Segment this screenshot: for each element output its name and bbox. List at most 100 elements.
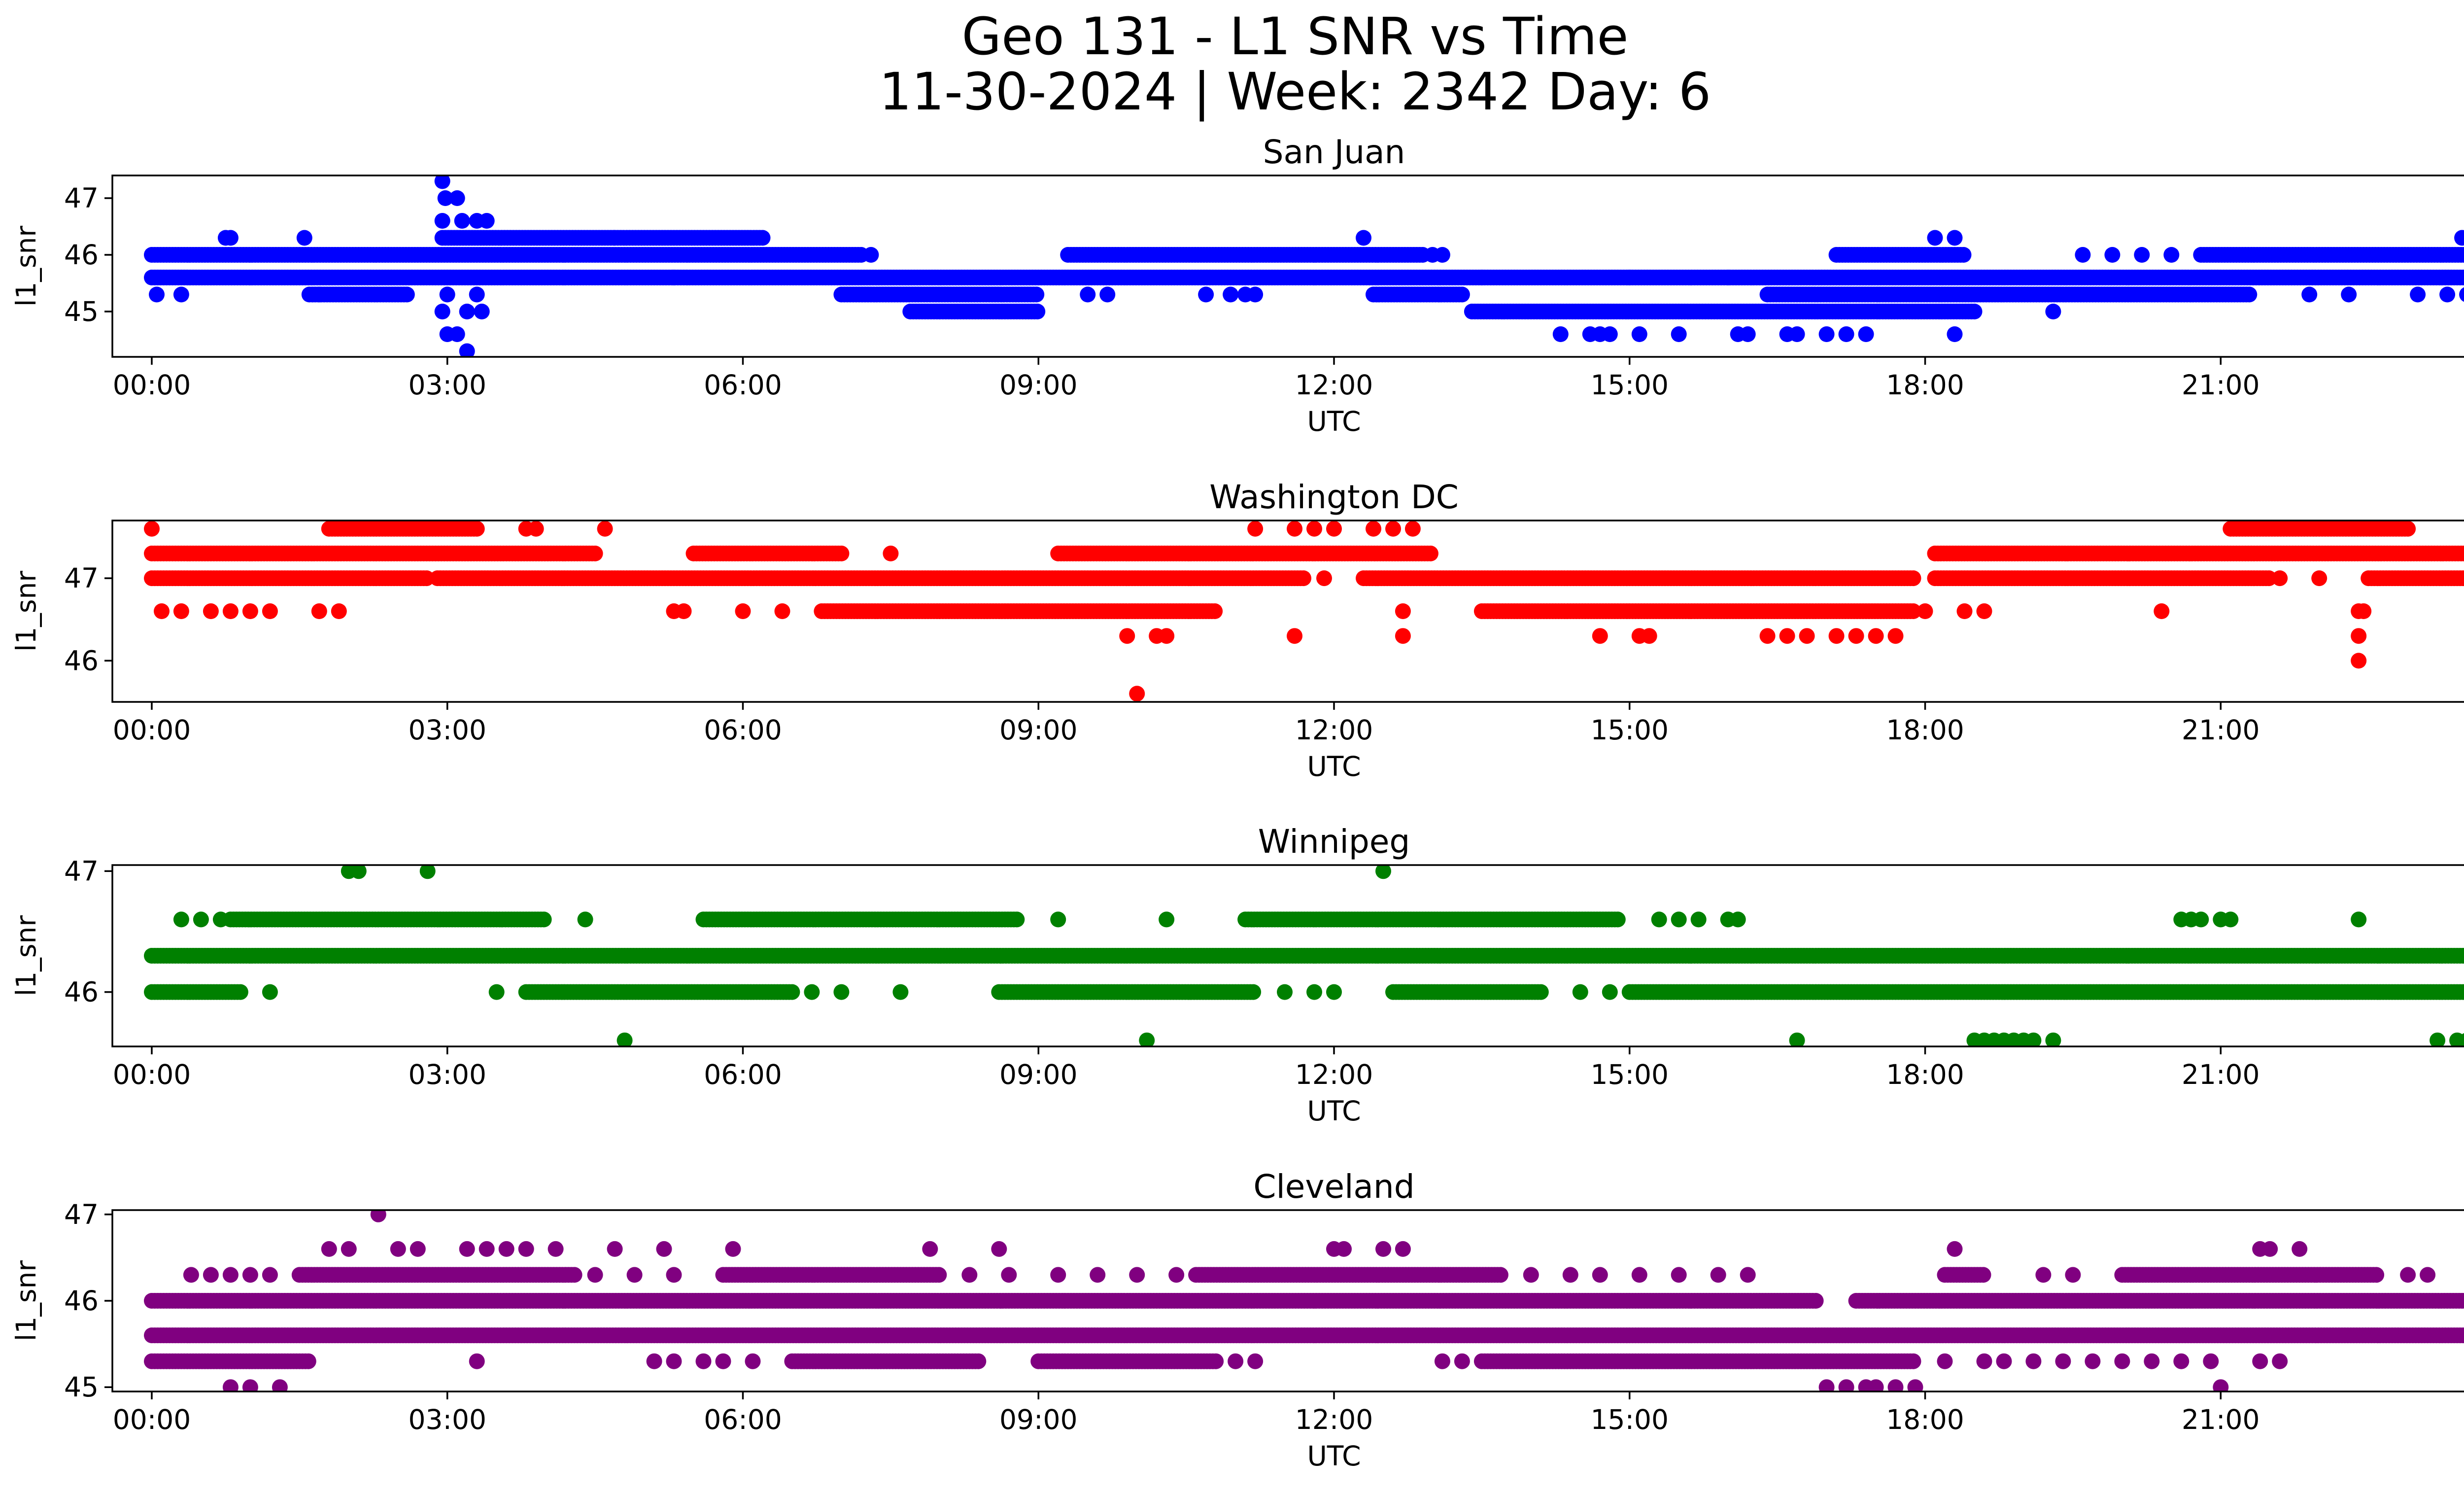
data-point	[1028, 286, 1045, 303]
data-point	[459, 304, 475, 319]
data-point	[676, 603, 692, 619]
x-tick-label-06-00: 06:00	[704, 714, 782, 746]
data-point	[2462, 548, 2464, 559]
data-point	[1947, 326, 1963, 342]
x-tick-label-00-00: 00:00	[113, 714, 191, 746]
data-point	[1976, 603, 1992, 619]
data-point	[666, 270, 682, 285]
y-tick-label-47: 47	[64, 562, 99, 594]
figure-title-line1: Geo 131 - L1 SNR vs Time	[961, 6, 1628, 67]
data-point	[1720, 270, 1736, 285]
data-point	[1759, 628, 1776, 644]
data-point	[2459, 247, 2464, 262]
x-tick-label-03-00: 03:00	[408, 369, 486, 401]
data-point	[1858, 326, 1874, 342]
data-point	[1779, 628, 1795, 644]
figure-title-line2: 11-30-2024 | Week: 2342 Day: 6	[879, 62, 1711, 122]
data-point	[2462, 249, 2464, 260]
data-point	[1287, 521, 1302, 537]
data-point	[474, 304, 490, 319]
x-tick-label-15-00: 15:00	[1591, 369, 1669, 401]
data-point	[222, 603, 239, 619]
data-point	[784, 984, 800, 1000]
data-point	[1424, 247, 1440, 263]
data-point	[449, 326, 465, 342]
data-point	[2311, 570, 2327, 587]
subplot-title: Winnipeg	[1258, 823, 1410, 861]
data-point	[1099, 286, 1116, 303]
data-point	[1356, 230, 1371, 246]
data-point	[1395, 603, 1411, 619]
y-tick-label-46: 46	[64, 239, 99, 271]
data-point	[434, 304, 450, 319]
subplot-title: Washington DC	[1209, 478, 1459, 516]
x-tick-label-18-00: 18:00	[1886, 369, 1964, 401]
data-point	[1905, 570, 1921, 587]
data-point	[1247, 286, 1264, 303]
data-point	[296, 230, 312, 246]
data-point	[2341, 286, 2357, 303]
data-point	[469, 521, 485, 537]
x-tick-label-21-00: 21:00	[2182, 369, 2260, 401]
data-point	[434, 213, 450, 229]
data-point	[1385, 521, 1401, 537]
data-point	[1029, 304, 1046, 319]
data-point	[2461, 271, 2464, 284]
data-point	[449, 190, 465, 206]
data-point	[1671, 326, 1687, 342]
x-tick-label-18-00: 18:00	[1886, 714, 1964, 746]
data-point	[331, 603, 347, 619]
data-point	[2154, 603, 2170, 619]
data-point	[1404, 521, 1421, 537]
data-point	[1366, 521, 1381, 537]
subplot-title: San Juan	[1263, 133, 1405, 171]
data-point	[2301, 286, 2318, 303]
data-point	[2410, 286, 2426, 303]
data-point	[774, 603, 790, 619]
data-point	[2104, 247, 2121, 263]
data-point	[883, 545, 899, 561]
data-point	[203, 603, 219, 619]
data-point	[154, 603, 170, 619]
data-point	[1245, 984, 1262, 1000]
data-point	[1592, 628, 1608, 644]
x-tick-label-21-00: 21:00	[2182, 714, 2260, 746]
data-point	[2045, 304, 2061, 319]
x-tick-label-09-00: 09:00	[999, 714, 1078, 746]
data-point	[222, 230, 239, 246]
data-point	[1159, 628, 1175, 644]
data-point	[1789, 326, 1805, 342]
data-point	[1296, 570, 1311, 587]
data-point	[2400, 521, 2416, 537]
x-tick-label-12-00: 12:00	[1295, 714, 1373, 746]
data-point	[2461, 572, 2464, 585]
data-point	[439, 286, 455, 303]
scatter-points	[144, 865, 2464, 1046]
data-point	[2241, 286, 2258, 303]
x-tick-label-09-00: 09:00	[999, 369, 1078, 401]
scatter-points	[144, 175, 2464, 357]
data-point	[1602, 326, 1618, 342]
data-point	[2261, 570, 2277, 587]
data-point	[1905, 603, 1921, 619]
data-point	[144, 521, 160, 537]
data-point	[311, 603, 327, 619]
data-point	[1955, 247, 1972, 263]
x-tick-label-00-00: 00:00	[113, 369, 191, 401]
x-tick-label-12-00: 12:00	[1295, 369, 1373, 401]
data-point	[1422, 545, 1438, 561]
data-point	[1887, 628, 1904, 644]
y-tick-label-46: 46	[64, 645, 99, 676]
data-point	[1552, 326, 1569, 342]
data-point	[1828, 628, 1845, 644]
data-point	[469, 286, 485, 303]
x-tick-label-03-00: 03:00	[408, 714, 486, 746]
data-point	[528, 521, 544, 537]
y-axis-label: l1_snr	[10, 571, 42, 652]
data-point	[479, 213, 495, 229]
data-point	[1326, 521, 1342, 537]
data-point	[754, 230, 771, 246]
data-point	[2163, 247, 2180, 263]
data-point	[1247, 521, 1264, 537]
